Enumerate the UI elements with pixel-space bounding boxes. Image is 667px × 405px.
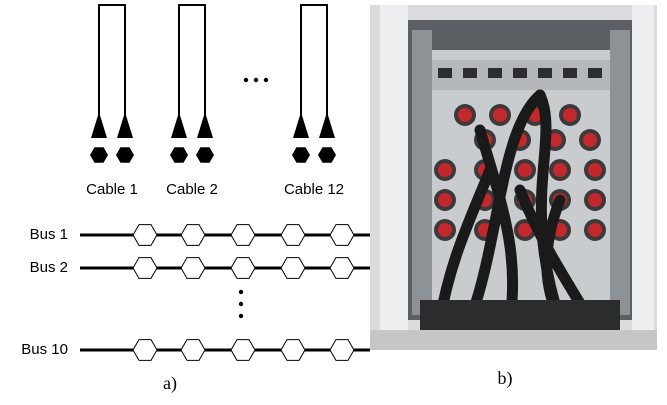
socket-face: [588, 163, 602, 177]
outlet: [438, 68, 452, 78]
cable-loop: [179, 5, 205, 128]
cable-arrow: [91, 112, 107, 138]
bus-node: [281, 225, 305, 246]
outlet: [563, 68, 577, 78]
outlet: [463, 68, 477, 78]
socket-face: [553, 163, 567, 177]
outlet: [588, 68, 602, 78]
caption: a): [163, 373, 177, 394]
socket-face: [438, 163, 452, 177]
cable-arrow: [117, 112, 133, 138]
bus-node: [231, 225, 255, 246]
bus-node: [281, 258, 305, 279]
socket-face: [563, 108, 577, 122]
cable-plug: [90, 147, 108, 163]
bus-node: [181, 340, 205, 361]
socket-face: [438, 193, 452, 207]
cable-arrow: [293, 112, 309, 138]
bus-node: [231, 258, 255, 279]
ellipsis: [239, 78, 268, 318]
bus-node: [181, 225, 205, 246]
outlet: [538, 68, 552, 78]
cable-label: Cable 1: [86, 181, 138, 198]
cable-plug: [170, 147, 188, 163]
cable-label: Cable 12: [284, 181, 344, 198]
figure: Cable 1 Cable 2 Cable 12 Bus 1 Bus 2 Bus…: [0, 0, 667, 405]
socket-face: [518, 163, 532, 177]
bus-node: [133, 225, 157, 246]
outlet: [513, 68, 527, 78]
cable-loop: [301, 5, 327, 128]
socket-face: [588, 193, 602, 207]
bus-node: [330, 258, 354, 279]
cable-plug: [116, 147, 134, 163]
bus-node: [181, 258, 205, 279]
cable-plug: [318, 147, 336, 163]
outlet: [488, 68, 502, 78]
cable-arrow: [319, 112, 335, 138]
cable-arrow: [171, 112, 187, 138]
cable-arrow: [197, 112, 213, 138]
cable-plug: [196, 147, 214, 163]
bus-label: Bus 2: [30, 259, 68, 276]
cable-loop: [99, 5, 125, 128]
socket-face: [588, 223, 602, 237]
bus-node: [133, 258, 157, 279]
cable-bus-diagram: Cable 1 Cable 2 Cable 12 Bus 1 Bus 2 Bus…: [21, 5, 370, 394]
bus-node: [330, 225, 354, 246]
bus-label: Bus 10: [21, 341, 68, 358]
bus-node: [231, 340, 255, 361]
bus-node: [281, 340, 305, 361]
cabinet-photo: b): [370, 5, 657, 389]
cable-plug: [292, 147, 310, 163]
socket-face: [458, 108, 472, 122]
bus-node: [133, 340, 157, 361]
socket-face: [583, 133, 597, 147]
socket-face: [438, 223, 452, 237]
socket-face: [493, 108, 507, 122]
bus-node: [330, 340, 354, 361]
bus-label: Bus 1: [30, 226, 68, 243]
caption: b): [498, 368, 513, 389]
cable-label: Cable 2: [166, 181, 218, 198]
